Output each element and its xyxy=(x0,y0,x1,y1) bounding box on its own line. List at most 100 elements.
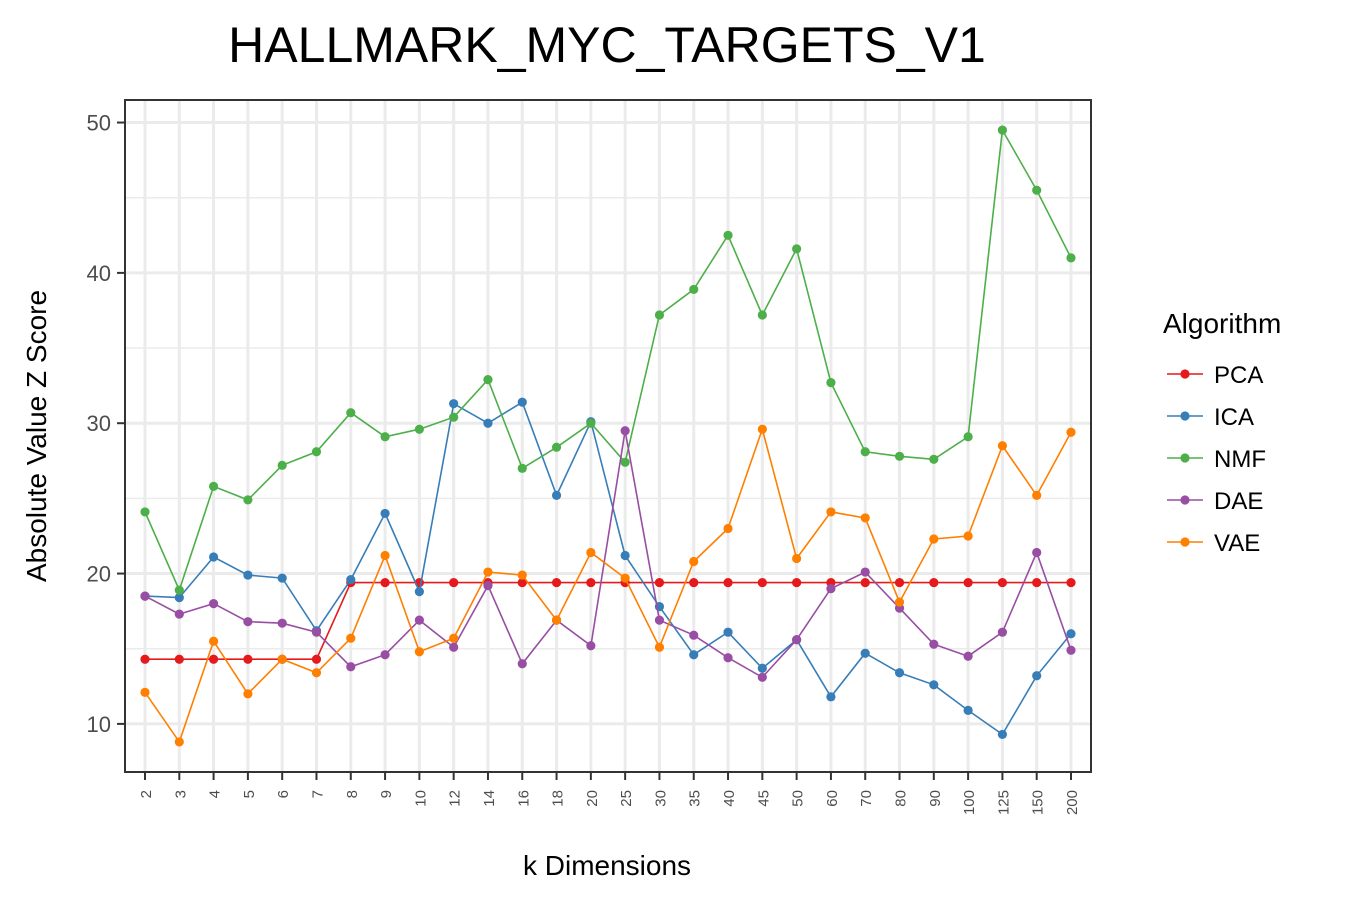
legend-title: Algorithm xyxy=(1163,308,1281,339)
data-point-nmf xyxy=(208,481,219,491)
legend-label-nmf: NMF xyxy=(1214,446,1266,473)
data-point-pca xyxy=(860,577,870,588)
data-point-dae xyxy=(792,635,802,645)
x-tick-label: 25 xyxy=(618,790,635,807)
data-point-nmf xyxy=(929,454,939,464)
series-layer xyxy=(140,125,1076,747)
data-point-ica xyxy=(826,692,836,702)
data-point-dae xyxy=(860,567,870,577)
legend-label-dae: DAE xyxy=(1214,488,1263,515)
data-point-nmf xyxy=(551,442,562,452)
data-point-nmf xyxy=(586,418,596,428)
data-point-ica xyxy=(517,397,527,407)
data-point-dae xyxy=(208,599,219,609)
data-point-dae xyxy=(997,627,1008,637)
y-tick-label: 40 xyxy=(87,261,111,286)
x-tick-label: 8 xyxy=(344,790,361,798)
x-tick-label: 12 xyxy=(447,790,464,807)
series-line-pca xyxy=(145,581,1071,661)
data-point-pca xyxy=(757,577,767,588)
data-point-ica xyxy=(346,574,356,585)
data-point-dae xyxy=(140,591,150,601)
series-nmf xyxy=(140,125,1076,595)
data-point-vae xyxy=(483,567,493,577)
data-point-pca xyxy=(792,577,802,588)
y-tick-label: 20 xyxy=(87,562,111,587)
data-point-vae xyxy=(208,636,219,646)
legend-items: PCA ICA NMF DAE VAE xyxy=(1167,362,1266,557)
x-tick-label: 14 xyxy=(481,790,498,807)
data-point-ica xyxy=(243,570,253,580)
data-point-vae xyxy=(654,642,665,652)
x-tick-label: 30 xyxy=(652,790,669,807)
data-point-nmf xyxy=(723,230,733,240)
data-point-pca xyxy=(380,577,390,588)
data-point-pca xyxy=(1032,577,1042,588)
data-point-ica xyxy=(483,418,493,428)
data-point-dae xyxy=(689,630,699,640)
legend-item-nmf: NMF xyxy=(1167,446,1266,473)
x-axis-title: k Dimensions xyxy=(523,850,691,881)
data-point-dae xyxy=(311,627,322,637)
data-point-ica xyxy=(620,550,630,561)
data-point-nmf xyxy=(277,460,287,470)
data-point-vae xyxy=(757,424,767,434)
data-point-dae xyxy=(723,653,733,663)
data-point-dae xyxy=(449,642,459,652)
data-point-nmf xyxy=(620,457,630,467)
data-point-nmf xyxy=(1066,253,1076,263)
data-point-vae xyxy=(860,513,870,523)
data-point-ica xyxy=(551,490,562,500)
x-tick-label: 150 xyxy=(1030,790,1047,815)
data-point-dae xyxy=(414,615,424,625)
data-point-vae xyxy=(414,647,424,657)
data-point-pca xyxy=(963,577,973,588)
data-point-dae xyxy=(586,641,596,651)
data-point-vae xyxy=(517,570,527,580)
data-point-pca xyxy=(586,577,596,588)
series-pca xyxy=(140,577,1076,664)
series-dae xyxy=(140,426,1076,682)
data-point-ica xyxy=(860,648,870,658)
data-point-vae xyxy=(723,523,733,534)
data-point-ica xyxy=(723,627,733,637)
data-point-pca xyxy=(174,654,184,664)
data-point-nmf xyxy=(894,451,905,461)
data-point-pca xyxy=(723,577,733,588)
x-tick-label: 4 xyxy=(207,790,224,798)
data-point-nmf xyxy=(243,495,253,505)
legend: Algorithm PCA ICA NMF DAE VAE xyxy=(1163,308,1281,557)
x-tick-label: 18 xyxy=(550,790,567,807)
x-tick-label: 20 xyxy=(584,790,601,807)
data-point-nmf xyxy=(174,585,184,595)
data-point-dae xyxy=(380,650,390,660)
data-point-vae xyxy=(997,441,1008,451)
legend-swatch-point-pca xyxy=(1180,369,1190,379)
x-tick-label: 16 xyxy=(515,790,532,807)
data-point-nmf xyxy=(997,125,1008,135)
data-point-ica xyxy=(208,552,219,562)
legend-swatch-point-ica xyxy=(1180,411,1190,421)
legend-item-ica: ICA xyxy=(1167,404,1254,431)
data-point-dae xyxy=(243,617,253,627)
data-point-pca xyxy=(894,577,905,588)
data-point-dae xyxy=(757,672,767,682)
data-point-vae xyxy=(792,553,802,564)
data-point-pca xyxy=(929,577,939,588)
data-point-vae xyxy=(277,654,287,664)
data-point-vae xyxy=(551,615,562,625)
data-point-nmf xyxy=(311,447,322,457)
data-point-nmf xyxy=(654,310,665,320)
data-point-dae xyxy=(174,609,184,619)
legend-label-pca: PCA xyxy=(1214,362,1263,389)
series-line-vae xyxy=(144,426,1072,744)
x-tick-label: 100 xyxy=(961,790,978,815)
data-point-pca xyxy=(243,654,253,664)
x-tick-label: 7 xyxy=(309,790,326,798)
data-point-ica xyxy=(414,586,424,597)
x-tick-label: 60 xyxy=(824,790,841,807)
data-point-vae xyxy=(586,547,596,558)
legend-label-vae: VAE xyxy=(1214,530,1260,557)
